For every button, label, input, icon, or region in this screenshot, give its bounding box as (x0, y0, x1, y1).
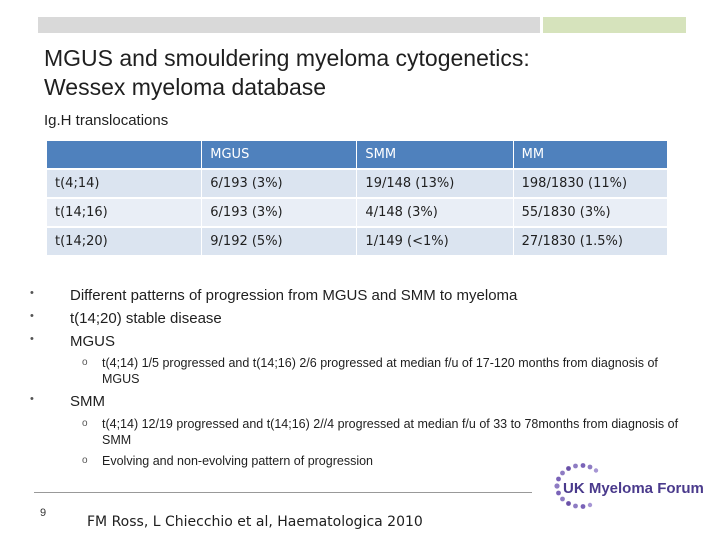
sub-bullet-text: t(4;14) 1/5 progressed and t(14;16) 2/6 … (102, 356, 658, 386)
top-bar-grey (38, 17, 540, 33)
bullet-text: MGUS (70, 333, 115, 350)
slide-title: MGUS and smouldering myeloma cytogenetic… (44, 44, 684, 102)
header-cell-blank (47, 141, 203, 168)
table-cell: 4/148 (3%) (357, 197, 514, 226)
header-cell-mgus: MGUS (202, 141, 358, 168)
sub-bullet-circle-icon: o (82, 357, 88, 368)
header-cell-mm: MM (513, 141, 668, 168)
table-row: t(14;16) 6/193 (3%) 4/148 (3%) 55/1830 (… (47, 197, 668, 226)
top-bar-green (543, 17, 686, 33)
slide-subtitle: Ig.H translocations (44, 112, 169, 129)
table-row: t(4;14) 6/193 (3%) 19/148 (13%) 198/1830… (47, 168, 668, 197)
table-cell: 198/1830 (11%) (513, 168, 668, 197)
sub-bullet-circle-icon: o (82, 418, 88, 429)
bullet-text: SMM (70, 393, 105, 410)
translocation-table: MGUS SMM MM t(4;14) 6/193 (3%) 19/148 (1… (47, 141, 668, 255)
table-cell: 55/1830 (3%) (513, 197, 668, 226)
sub-bullet-text: Evolving and non-evolving pattern of pro… (102, 454, 374, 468)
row-label: t(14;16) (47, 197, 203, 226)
bullet-dot-icon: • (30, 310, 34, 322)
table-header-row: MGUS SMM MM (47, 141, 668, 168)
footer-divider (34, 492, 532, 493)
citation: FM Ross, L Chiecchio et al, Haematologic… (87, 514, 423, 530)
title-line-2: Wessex myeloma database (44, 74, 327, 100)
bullet-dot-icon: • (30, 333, 34, 345)
table-cell: 9/192 (5%) (202, 226, 358, 255)
row-label: t(4;14) (47, 168, 203, 197)
logo-text: UK Myeloma Forum (563, 480, 704, 497)
uk-myeloma-forum-logo: UK Myeloma Forum (543, 462, 704, 510)
page-number: 9 (40, 507, 47, 519)
title-line-1: MGUS and smouldering myeloma cytogenetic… (44, 45, 530, 71)
table-cell: 1/149 (<1%) (357, 226, 514, 255)
table-row: t(14;20) 9/192 (5%) 1/149 (<1%) 27/1830 … (47, 226, 668, 255)
row-label: t(14;20) (47, 226, 203, 255)
bullet-text: Different patterns of progression from M… (70, 287, 518, 304)
table-cell: 27/1830 (1.5%) (513, 226, 668, 255)
table-cell: 6/193 (3%) (202, 197, 358, 226)
sub-bullet-text: t(4;14) 12/19 progressed and t(14;16) 2/… (102, 417, 679, 447)
table-cell: 6/193 (3%) (202, 168, 358, 197)
dot-ring-icon (554, 463, 599, 509)
bullet-dot-icon: • (30, 287, 34, 299)
sub-bullet-circle-icon: o (82, 455, 88, 466)
bullet-text: t(14;20) stable disease (70, 310, 222, 327)
header-cell-smm: SMM (357, 141, 514, 168)
table-cell: 19/148 (13%) (357, 168, 514, 197)
bullet-dot-icon: • (30, 393, 34, 405)
